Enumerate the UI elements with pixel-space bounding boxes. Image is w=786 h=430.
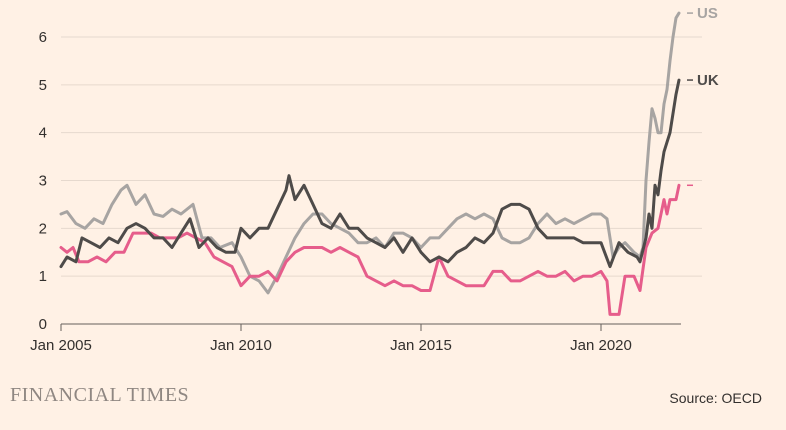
x-tick-label: Jan 2010 [210, 337, 272, 354]
grid-lines [61, 36, 702, 277]
y-tick-label: 0 [39, 316, 47, 333]
y-tick-label: 3 [39, 173, 47, 190]
y-tick-label: 6 [39, 29, 47, 46]
series-line-us [59, 11, 681, 295]
y-tick-label: 1 [39, 268, 47, 285]
y-tick-label: 2 [39, 220, 47, 237]
source-note: Source: OECD [669, 390, 762, 406]
series-lines [59, 11, 681, 316]
line-chart: 0 1 2 3 4 5 6 Jan 2005 Jan 2010 Jan 2015 Jan 2020… [30, 5, 719, 354]
x-axis: Jan 2005 Jan 2010 Jan 2015 Jan 2020 [30, 323, 681, 354]
end-label-us: US [697, 5, 718, 22]
x-tick-label: Jan 2020 [570, 337, 632, 354]
y-tick-label: 5 [39, 77, 47, 94]
x-tick-label: Jan 2015 [390, 337, 452, 354]
series-line-uk [59, 78, 681, 269]
series-end-labels: US UK [687, 5, 719, 187]
y-axis: 0 1 2 3 4 5 6 [39, 29, 47, 333]
end-label-uk: UK [697, 72, 719, 89]
y-tick-label: 4 [39, 125, 47, 142]
brand-logo-text: FINANCIAL TIMES [10, 384, 190, 406]
series-line-third [59, 183, 681, 316]
x-tick-label: Jan 2005 [30, 337, 92, 354]
